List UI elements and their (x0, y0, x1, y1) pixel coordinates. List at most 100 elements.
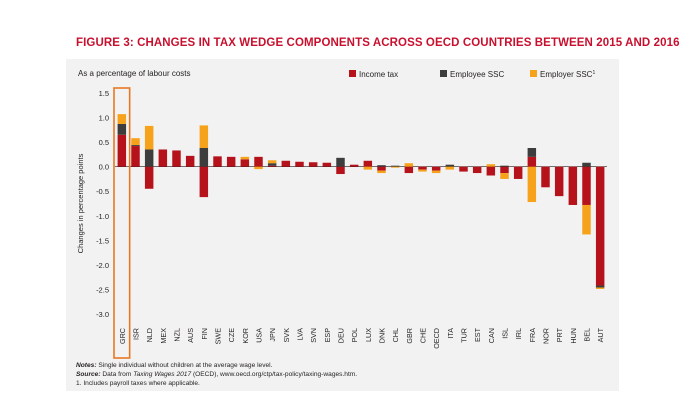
bar-segment (377, 165, 386, 167)
bar-segment (281, 160, 291, 167)
source-label: Source: (76, 370, 101, 378)
bar-segment (254, 166, 263, 170)
x-tick-label: MEX (159, 328, 168, 344)
x-tick-label: NZL (173, 328, 182, 342)
bar-segment (582, 166, 591, 205)
bar-segment (418, 169, 427, 172)
bar-segment (595, 166, 605, 286)
legend-item: Income tax (349, 70, 398, 79)
x-tick-label: DEU (337, 328, 346, 343)
x-tick-label: CAN (487, 328, 496, 343)
bar-segment (431, 166, 441, 171)
x-tick-label: AUS (186, 328, 195, 343)
source-post: (OECD), www.oecd.org/ctp/tax-policy/taxi… (191, 370, 358, 378)
bar-segment (500, 166, 509, 174)
y-tick-label: -2.5 (96, 285, 109, 294)
figure-label: FIGURE 3: (76, 37, 134, 49)
figure-title-text: CHANGES IN TAX WEDGE COMPONENTS ACROSS O… (137, 37, 680, 49)
footnote-line: 1. Includes payroll taxes where applicab… (76, 379, 200, 387)
x-tick-label: GRC (118, 328, 127, 344)
y-tick-label: 0.5 (99, 138, 109, 147)
figure-notes: Notes: Single individual without childre… (76, 362, 357, 388)
bar-segment (117, 134, 127, 167)
x-tick-label: CZE (227, 328, 236, 343)
bar-segment (172, 150, 181, 167)
bar-segment (117, 114, 127, 124)
bar-segment (267, 163, 277, 166)
bar-segment (308, 162, 318, 167)
legend-label: Employer SSC1 (540, 70, 595, 79)
y-tick-label: -1.5 (96, 236, 109, 245)
figure-title: FIGURE 3: CHANGES IN TAX WEDGE COMPONENT… (76, 37, 680, 49)
bar-segment (527, 156, 537, 167)
bar-segment (349, 164, 359, 167)
bar-segment (377, 170, 386, 174)
y-tick-label: -2.0 (96, 261, 109, 270)
legend-label: Income tax (359, 70, 398, 79)
bar-segment (418, 166, 427, 170)
bar-segment (486, 164, 496, 167)
legend-swatch (349, 70, 356, 77)
y-tick-label: -3.0 (96, 310, 109, 319)
bar-segment (254, 156, 263, 167)
bar-segment (117, 123, 127, 135)
bar-segment (131, 145, 140, 147)
bar-segment (213, 156, 222, 167)
y-axis-title: Changes in percentage points (76, 153, 85, 253)
bar-segment (131, 138, 140, 146)
x-tick-label: OECD (432, 328, 441, 349)
notes-label: Notes: (76, 362, 97, 369)
source-title: Taxing Wages 2017 (133, 370, 192, 378)
bar-segment (390, 165, 400, 167)
x-tick-label: USA (255, 328, 264, 343)
x-tick-label: FRA (528, 328, 537, 343)
source-line: Source: Data from Taxing Wages 2017 (OEC… (76, 371, 357, 380)
x-tick-label: TUR (460, 328, 469, 343)
x-tick-label: CHE (419, 328, 428, 343)
x-tick-label: ISR (132, 328, 141, 340)
bar-segment (541, 166, 550, 188)
highlight-box (113, 87, 131, 359)
bar-segment (199, 125, 209, 149)
y-tick-label: 1.0 (99, 114, 109, 123)
x-tick-label: CHL (391, 328, 400, 342)
x-tick-label: AUT (596, 327, 605, 342)
bar-segment (500, 173, 509, 179)
x-tick-label: LVA (296, 328, 305, 341)
bar-segment (445, 166, 455, 170)
bar-segment (336, 166, 345, 175)
bar-segment (554, 166, 564, 197)
bar-segment (240, 156, 250, 160)
bar-segment (527, 166, 537, 203)
bar-segment (486, 166, 496, 176)
y-tick-label: -1.0 (96, 212, 109, 221)
bar-segment (336, 157, 345, 167)
bar-segment (144, 125, 154, 150)
bar-segment (404, 163, 414, 167)
bar-segment (568, 166, 578, 205)
bar-segment (131, 146, 140, 167)
x-tick-label: LUX (364, 328, 373, 342)
bar-segment (144, 149, 154, 167)
bar-segment (595, 287, 605, 289)
legend-label: Employee SSC (450, 70, 504, 79)
bar-segment (527, 148, 537, 157)
x-tick-label: JPN (268, 328, 277, 342)
x-tick-label: DNK (378, 328, 387, 343)
bar-segment (199, 148, 209, 167)
x-tick-label: HUN (569, 328, 578, 344)
bar-segment (199, 166, 209, 198)
bar-segment (240, 159, 250, 167)
legend-swatch (530, 70, 537, 77)
bar-segment (185, 155, 195, 167)
bar-segment (445, 164, 455, 167)
bar-segment (582, 204, 591, 235)
bar-segment (363, 166, 373, 170)
y-tick-label: 1.5 (99, 89, 109, 98)
bar-segment (390, 166, 400, 168)
x-tick-label: KOR (241, 328, 250, 344)
x-tick-label: SVK (282, 328, 291, 343)
x-tick-label: BEL (583, 328, 592, 342)
x-tick-label: ISL (501, 328, 510, 339)
x-tick-label: FIN (200, 328, 209, 340)
